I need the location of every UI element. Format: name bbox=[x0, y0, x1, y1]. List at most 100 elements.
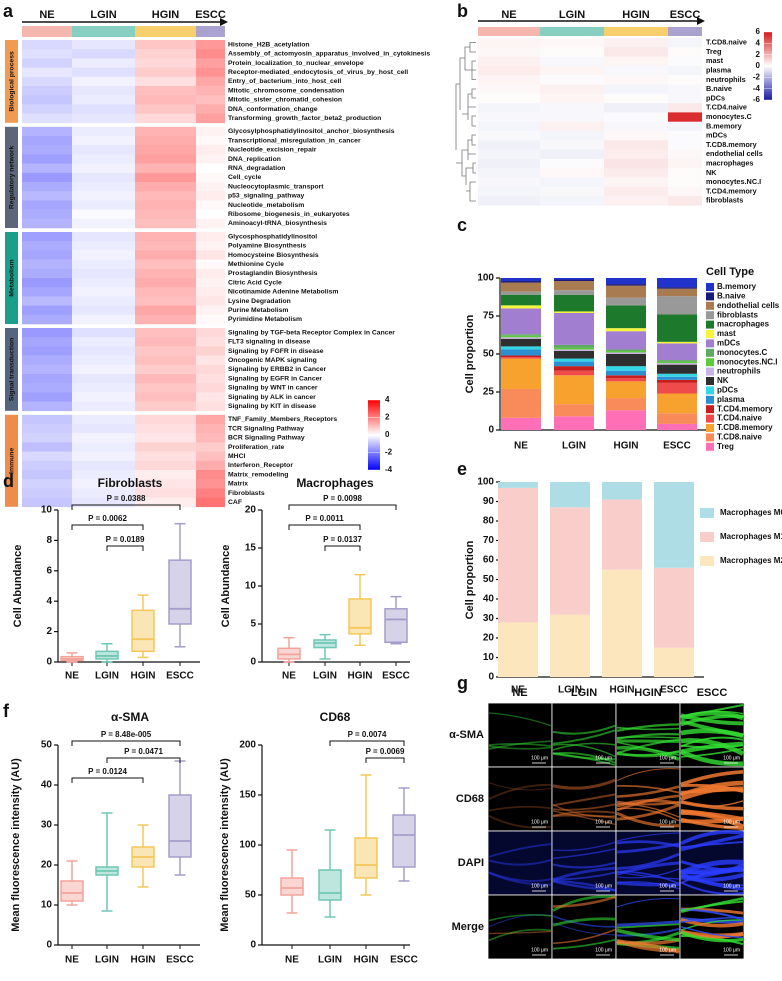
legend-swatch bbox=[706, 377, 714, 385]
heatmap-cell bbox=[604, 65, 668, 76]
y-tick-label: 150 bbox=[239, 790, 256, 801]
legend-label: plasma bbox=[717, 395, 745, 404]
row-label: Polyamine Biosynthesis bbox=[228, 243, 306, 250]
heatmap-cell bbox=[478, 38, 540, 48]
y-tick-label: 0 bbox=[250, 940, 256, 951]
bar-segment bbox=[554, 311, 594, 313]
colorbar-tick-label: -6 bbox=[753, 95, 761, 104]
colorbar-tick-label: -2 bbox=[753, 72, 761, 81]
bar-segment bbox=[498, 622, 538, 677]
row-label: RNA_degradation bbox=[228, 165, 285, 172]
tissue-signal bbox=[488, 914, 552, 922]
micrograph bbox=[679, 702, 745, 768]
heatmap-cell bbox=[668, 84, 702, 95]
group-label: ESCC bbox=[670, 9, 701, 21]
heatmap-cell bbox=[540, 196, 604, 206]
bar-segment bbox=[654, 567, 694, 648]
heatmap-cell bbox=[540, 103, 604, 113]
tissue-signal bbox=[680, 873, 744, 891]
heatmap-cell bbox=[196, 287, 225, 297]
heatmap-cell bbox=[668, 56, 702, 67]
y-tick-label: 8 bbox=[46, 535, 52, 546]
heatmap-cell bbox=[668, 140, 702, 150]
tissue-signal bbox=[488, 914, 552, 928]
tissue-signal bbox=[616, 941, 680, 954]
tissue-signal bbox=[552, 810, 616, 825]
tissue-signal bbox=[680, 817, 744, 831]
row-label: macrophages bbox=[706, 158, 753, 167]
heatmap-cell bbox=[196, 232, 225, 242]
heatmap-cell bbox=[196, 95, 225, 105]
group-label: NE bbox=[39, 9, 54, 21]
scale-bar-label: 100 μm bbox=[723, 755, 740, 761]
heatmap-cell bbox=[196, 337, 225, 347]
heatmap-cell bbox=[478, 65, 540, 76]
heatmap-cell bbox=[135, 305, 196, 316]
tissue-signal bbox=[552, 915, 616, 928]
bar-segment bbox=[657, 364, 697, 374]
heatmap-cell bbox=[135, 442, 196, 452]
row-label: Receptor-mediated_endocytosis_of_virus_b… bbox=[228, 69, 408, 76]
row-label: endothelial cells bbox=[706, 149, 763, 158]
x-tick-label: LGIN bbox=[95, 671, 119, 682]
group-band bbox=[604, 27, 668, 36]
row-label: fibroblasts bbox=[706, 196, 743, 205]
group-band bbox=[478, 27, 540, 36]
tissue-signal bbox=[552, 803, 616, 811]
bar-segment bbox=[501, 305, 541, 309]
x-tick-label: HGIN bbox=[354, 955, 379, 966]
heatmap-cell bbox=[196, 364, 225, 375]
bar-segment bbox=[554, 347, 594, 350]
row-label: Signaling by KIT in disease bbox=[228, 403, 316, 410]
bar-segment bbox=[501, 278, 541, 282]
heatmap-cell bbox=[478, 47, 540, 57]
heatmap-cell bbox=[196, 392, 225, 402]
heatmap-cell bbox=[604, 93, 668, 104]
bar-segment bbox=[550, 614, 590, 677]
significance-bracket bbox=[288, 504, 397, 510]
heatmap-cell bbox=[72, 296, 135, 306]
heatmap-cell bbox=[135, 460, 196, 471]
tissue-signal bbox=[680, 881, 744, 895]
bar-segment bbox=[657, 373, 697, 377]
heatmap-cell bbox=[604, 47, 668, 57]
group-label: LGIN bbox=[559, 9, 585, 21]
heatmap-cell bbox=[72, 218, 135, 229]
row-label: Glycosylphosphatidylinositol_anchor_bios… bbox=[228, 128, 395, 135]
row-label: CD68 bbox=[456, 793, 484, 805]
row-group-label: Signal transduction bbox=[8, 338, 15, 401]
heatmap-cell bbox=[196, 145, 225, 155]
heatmap-cell bbox=[196, 346, 225, 356]
bar-segment bbox=[654, 482, 694, 568]
row-label: Protein_localization_to_nuclear_envelope bbox=[228, 60, 364, 67]
row-label: Oncogenic MAPK signaling bbox=[228, 357, 317, 364]
row-label: p53_signaling_pathway bbox=[228, 193, 305, 200]
heatmap-cell bbox=[135, 268, 196, 279]
bar-segment bbox=[606, 331, 646, 350]
y-tick-label: 20 bbox=[245, 505, 257, 516]
heatmap-cell bbox=[135, 200, 196, 210]
legend-label: Treg bbox=[717, 442, 734, 451]
heatmap-cell bbox=[135, 259, 196, 270]
scale-bar-label: 100 μm bbox=[659, 947, 676, 953]
significance-bracket bbox=[71, 740, 181, 746]
bar-segment bbox=[606, 378, 646, 382]
micrograph bbox=[487, 894, 553, 960]
p-value: P = 0.0069 bbox=[366, 747, 405, 756]
bar-segment bbox=[501, 282, 541, 292]
heatmap-cell bbox=[135, 337, 196, 347]
row-label: T.CD4.naive bbox=[706, 103, 747, 112]
row-label: Matrix bbox=[228, 481, 248, 488]
p-value: P = 0.0098 bbox=[323, 494, 362, 503]
tissue-signal bbox=[552, 861, 616, 869]
legend-swatch bbox=[706, 292, 714, 301]
x-tick-label: LGIN bbox=[95, 955, 119, 966]
bar-segment bbox=[606, 354, 646, 367]
heatmap-cell bbox=[196, 191, 225, 201]
x-tick-label: ESCC bbox=[166, 955, 194, 966]
heatmap-cell bbox=[196, 113, 225, 124]
bar-segment bbox=[606, 285, 646, 298]
heatmap-cell bbox=[22, 328, 72, 338]
bar-segment bbox=[554, 349, 594, 351]
heatmap-cell bbox=[22, 442, 72, 452]
